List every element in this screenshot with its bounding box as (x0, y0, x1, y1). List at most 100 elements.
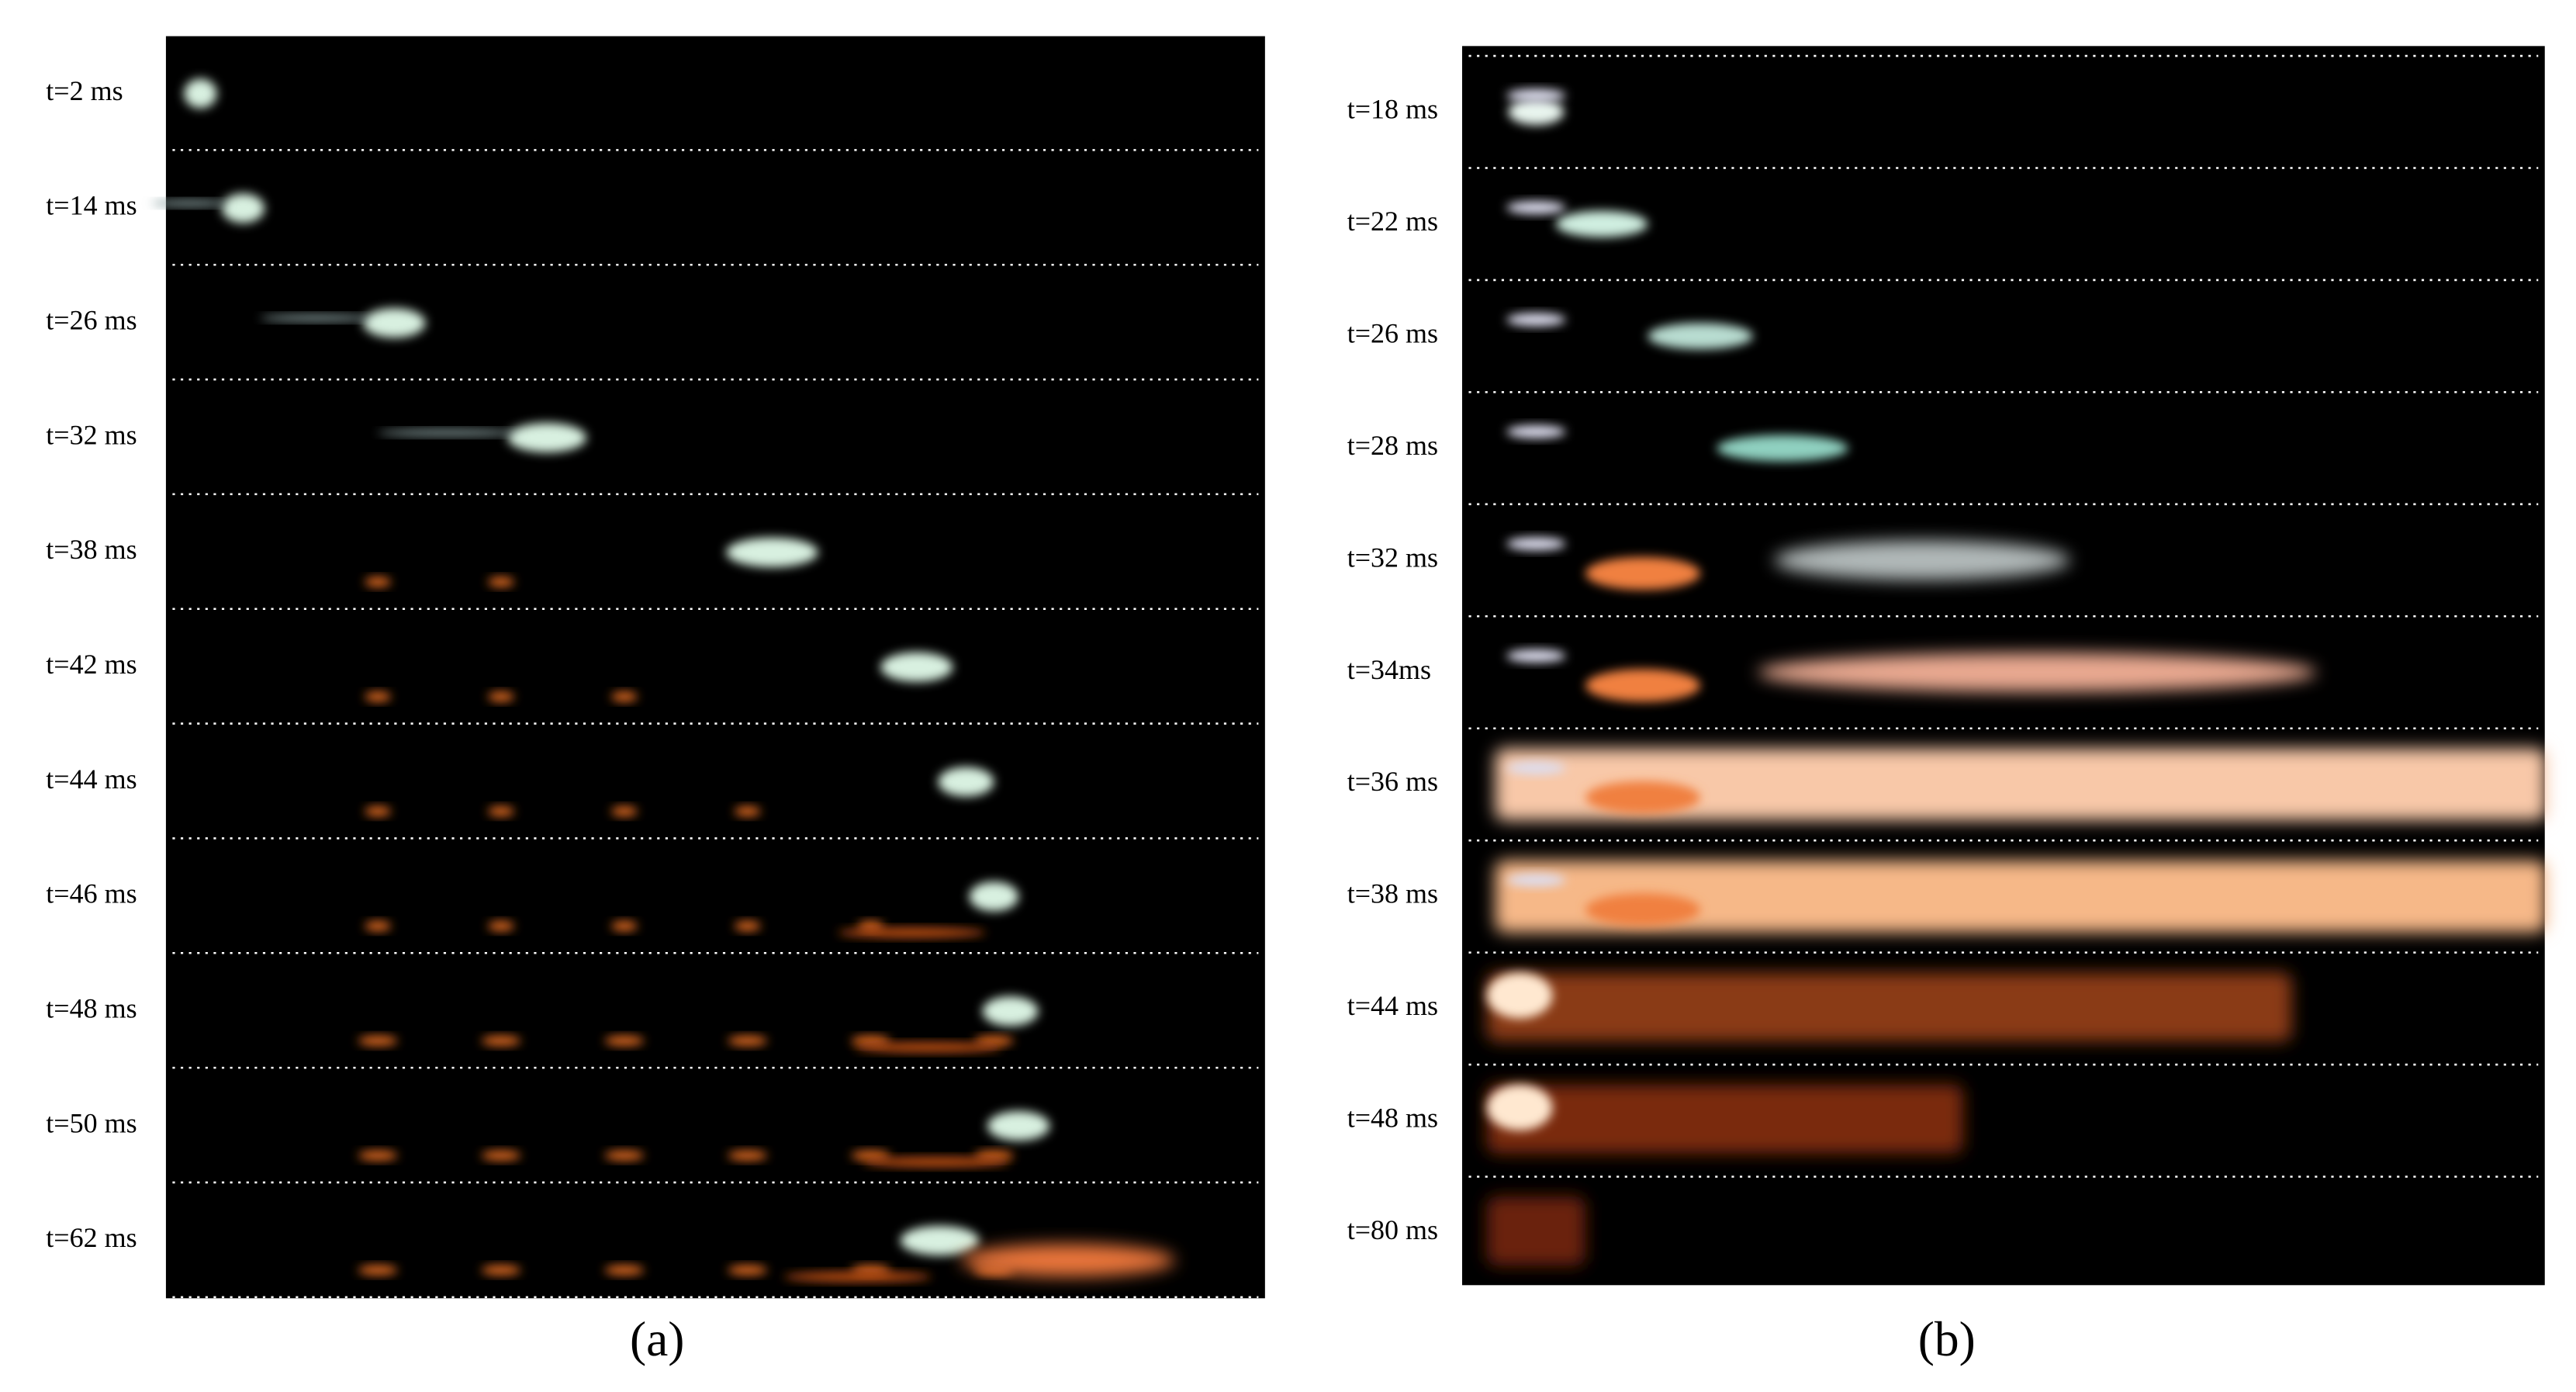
flame (1495, 860, 2547, 933)
flame (365, 921, 392, 931)
flame (728, 1035, 768, 1046)
frame-time-label: t=18 ms (1347, 94, 1438, 125)
frame-time-label: t=26 ms (1347, 317, 1438, 348)
flame (973, 1150, 1014, 1161)
frame-time-label: t=48 ms (46, 992, 137, 1023)
flame (610, 921, 638, 931)
flame (610, 691, 638, 702)
flame (488, 806, 514, 817)
flame (184, 78, 217, 109)
frame-time-label: t=38 ms (1347, 878, 1438, 909)
flame (260, 314, 373, 322)
flame (854, 1042, 1002, 1053)
flame (365, 806, 392, 817)
flame (1506, 424, 1566, 438)
frame-time-label: t=44 ms (1347, 990, 1438, 1021)
flame (1585, 781, 1701, 815)
frame-time-label: t=36 ms (1347, 766, 1438, 797)
flame (1717, 435, 1848, 462)
frame-time-label: t=26 ms (46, 304, 137, 335)
flame (1495, 748, 2547, 821)
frame-time-label: t=48 ms (1347, 1103, 1438, 1134)
frame-time-label: t=50 ms (46, 1107, 137, 1138)
flame (1506, 761, 1566, 775)
panel-caption: (a) (630, 1311, 685, 1366)
flame (1774, 540, 2070, 580)
flame (604, 1035, 645, 1046)
frame-time-label: t=22 ms (1347, 206, 1438, 237)
frame-time-label: t=42 ms (46, 649, 137, 680)
frame-time-label: t=44 ms (46, 764, 137, 795)
flame (507, 422, 587, 453)
flame (880, 652, 953, 682)
flame (377, 429, 520, 436)
flame (938, 767, 994, 797)
frame-time-label: t=38 ms (46, 534, 137, 565)
flame (1486, 972, 1553, 1019)
flame (1506, 201, 1566, 215)
flame (365, 691, 392, 702)
flame (1506, 649, 1566, 663)
panel-caption: (b) (1918, 1311, 1976, 1366)
flame (488, 691, 514, 702)
flame (961, 1244, 1175, 1277)
flame (610, 806, 638, 817)
flame (363, 308, 426, 338)
flame (982, 996, 1039, 1027)
flame (151, 199, 229, 207)
flame (726, 537, 818, 567)
frame-time-label: t=28 ms (1347, 430, 1438, 461)
frame-time-label: t=14 ms (46, 190, 137, 221)
flame (1506, 313, 1566, 327)
flame (1585, 556, 1701, 590)
flame (1486, 972, 2292, 1042)
flame (973, 1035, 1014, 1046)
flame (604, 1265, 645, 1276)
flame (1486, 1084, 1553, 1131)
flame (838, 927, 986, 938)
panel-a-frame (165, 36, 1265, 1299)
flame (862, 1157, 1011, 1168)
flame (734, 921, 761, 931)
flame (481, 1035, 521, 1046)
flame (358, 1265, 398, 1276)
flame (900, 1225, 980, 1255)
frame-time-label: t=2 ms (46, 75, 123, 106)
frame-time-label: t=62 ms (46, 1222, 137, 1253)
flame (1506, 873, 1566, 887)
flame (481, 1150, 521, 1161)
flame (488, 921, 514, 931)
flame (1648, 323, 1753, 350)
flame (1486, 1084, 1963, 1154)
flame (221, 193, 265, 223)
flame (481, 1265, 521, 1276)
flame (1758, 653, 2317, 692)
flame (1506, 88, 1566, 102)
flame (1486, 1196, 1585, 1266)
flame (604, 1150, 645, 1161)
flame (1585, 893, 1701, 926)
flame (1585, 669, 1701, 702)
flame (728, 1150, 768, 1161)
flame-images (151, 78, 2547, 1282)
flame (488, 577, 514, 587)
frame-time-label: t=80 ms (1347, 1214, 1438, 1245)
flame (358, 1035, 398, 1046)
flame (1508, 99, 1565, 126)
frame-time-label: t=34ms (1347, 654, 1431, 685)
flame (734, 806, 761, 817)
flame (851, 1150, 890, 1161)
flame (969, 881, 1019, 912)
flame (783, 1272, 932, 1282)
frame-time-label: t=32 ms (1347, 542, 1438, 573)
flame (728, 1265, 768, 1276)
flame (365, 577, 392, 587)
flame (1506, 537, 1566, 551)
flame (987, 1111, 1050, 1141)
frame-time-label: t=46 ms (46, 878, 137, 909)
frame-time-label: t=32 ms (46, 419, 137, 450)
flame (851, 1035, 890, 1046)
flame (358, 1150, 398, 1161)
flame (1555, 210, 1648, 237)
